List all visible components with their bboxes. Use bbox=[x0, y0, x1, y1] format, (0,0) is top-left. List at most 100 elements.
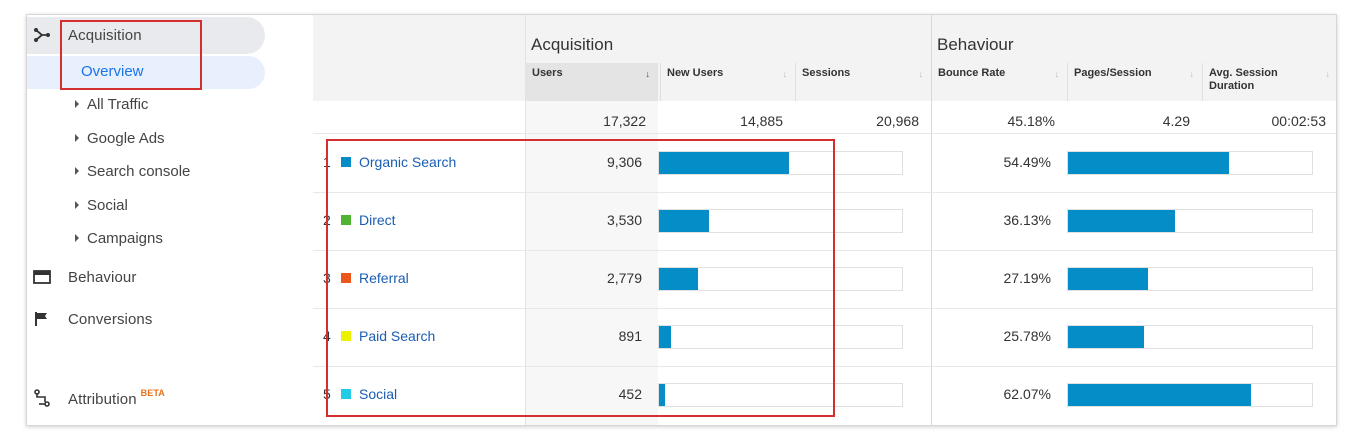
sidebar-item-search-console[interactable]: Search console bbox=[75, 163, 190, 180]
bounce-rate-value: 62.07% bbox=[1003, 386, 1051, 402]
behaviour-label: Behaviour bbox=[68, 268, 137, 286]
row-divider bbox=[313, 308, 1336, 309]
users-bar-track bbox=[658, 151, 903, 175]
traffic-table: Acquisition Behaviour Users ↓ New Users ↓ … bbox=[313, 15, 1336, 425]
users-bar-track bbox=[658, 325, 903, 349]
users-bar-track bbox=[658, 383, 903, 407]
col-bounce-rate[interactable]: Bounce Rate ↓ bbox=[931, 63, 1067, 101]
total-sessions: 20,968 bbox=[876, 113, 919, 129]
channel-link[interactable]: Organic Search bbox=[359, 154, 457, 170]
total-avg-duration: 00:02:53 bbox=[1271, 113, 1327, 129]
divider bbox=[931, 15, 932, 425]
highlight-annotation-sidebar bbox=[60, 20, 202, 90]
bounce-bar-track bbox=[1067, 267, 1313, 291]
analytics-panel: Acquisition Overview All Traffic Google … bbox=[26, 14, 1337, 426]
acquisition-highlight bbox=[27, 17, 265, 54]
attribution-icon bbox=[31, 387, 53, 409]
users-column-bg bbox=[525, 101, 658, 425]
col-sessions[interactable]: Sessions ↓ bbox=[795, 63, 931, 101]
bounce-bar-track bbox=[1067, 383, 1313, 407]
sidebar-item-attribution[interactable]: Attribution BETA bbox=[27, 381, 267, 415]
users-bar bbox=[659, 268, 698, 290]
bounce-rate-bar bbox=[1068, 152, 1230, 174]
acquisition-label: Acquisition bbox=[68, 26, 142, 44]
sort-icon: ↓ bbox=[1054, 69, 1060, 79]
users-bar-track bbox=[658, 267, 903, 291]
sort-desc-icon: ↓ bbox=[645, 69, 651, 79]
overview-highlight bbox=[27, 56, 265, 89]
conversions-label: Conversions bbox=[68, 310, 153, 328]
users-bar bbox=[659, 326, 672, 348]
sort-icon: ↓ bbox=[1325, 69, 1331, 79]
channel-link[interactable]: Referral bbox=[359, 270, 409, 286]
bounce-rate-bar bbox=[1068, 210, 1175, 232]
col-avg-session-duration[interactable]: Avg. Session Duration ↓ bbox=[1202, 63, 1336, 101]
channel-color-swatch bbox=[341, 389, 351, 399]
sidebar: Acquisition Overview All Traffic Google … bbox=[27, 15, 312, 425]
users-bar bbox=[659, 210, 709, 232]
table-header bbox=[313, 15, 1336, 101]
group-acquisition: Acquisition bbox=[531, 35, 614, 54]
users-bar bbox=[659, 152, 790, 174]
users-bar-track bbox=[658, 209, 903, 233]
sort-icon: ↓ bbox=[918, 69, 924, 79]
sidebar-item-campaigns[interactable]: Campaigns bbox=[75, 230, 163, 247]
attribution-label: Attribution BETA bbox=[68, 388, 165, 408]
total-new-users: 14,885 bbox=[740, 113, 783, 129]
col-pages-session[interactable]: Pages/Session ↓ bbox=[1067, 63, 1202, 101]
sidebar-item-acquisition[interactable]: Acquisition bbox=[27, 18, 267, 52]
behaviour-icon bbox=[31, 266, 53, 288]
channel-link[interactable]: Social bbox=[359, 386, 398, 402]
users-value: 891 bbox=[618, 328, 642, 344]
bounce-rate-value: 25.78% bbox=[1003, 328, 1051, 344]
bounce-rate-bar bbox=[1068, 268, 1149, 290]
bounce-rate-bar bbox=[1068, 326, 1145, 348]
channel-link[interactable]: Direct bbox=[359, 212, 396, 228]
bounce-rate-value: 36.13% bbox=[1003, 212, 1051, 228]
expand-arrow-icon bbox=[75, 100, 79, 108]
row-divider bbox=[313, 192, 1336, 193]
flag-icon bbox=[31, 308, 53, 330]
channel-color-swatch bbox=[341, 157, 351, 167]
bounce-bar-track bbox=[1067, 151, 1313, 175]
row-divider bbox=[313, 366, 1336, 367]
expand-arrow-icon bbox=[75, 201, 79, 209]
highlight-annotation-table bbox=[326, 139, 835, 417]
sort-icon: ↓ bbox=[1189, 69, 1195, 79]
expand-arrow-icon bbox=[75, 234, 79, 242]
sidebar-item-behaviour[interactable]: Behaviour bbox=[27, 260, 267, 294]
users-bar bbox=[659, 384, 666, 406]
bounce-bar-track bbox=[1067, 209, 1313, 233]
total-bounce-rate: 45.18% bbox=[1007, 113, 1055, 129]
divider bbox=[525, 15, 526, 425]
sidebar-item-social[interactable]: Social bbox=[75, 197, 128, 214]
users-value: 2,779 bbox=[606, 270, 642, 286]
total-pages-session: 4.29 bbox=[1162, 113, 1190, 129]
divider bbox=[313, 133, 1336, 134]
users-value: 452 bbox=[618, 386, 642, 402]
total-users: 17,322 bbox=[603, 113, 646, 129]
col-users[interactable]: Users ↓ bbox=[525, 63, 658, 101]
bounce-bar-track bbox=[1067, 325, 1313, 349]
sidebar-item-google-ads[interactable]: Google Ads bbox=[75, 130, 165, 147]
bounce-rate-bar bbox=[1068, 384, 1252, 406]
channel-color-swatch bbox=[341, 273, 351, 283]
channel-color-swatch bbox=[341, 215, 351, 225]
expand-arrow-icon bbox=[75, 167, 79, 175]
group-behaviour: Behaviour bbox=[937, 35, 1014, 54]
acquisition-icon bbox=[31, 24, 53, 46]
beta-badge: BETA bbox=[140, 388, 165, 398]
bounce-rate-value: 54.49% bbox=[1003, 154, 1051, 170]
users-value: 3,530 bbox=[606, 212, 642, 228]
sidebar-item-overview[interactable]: Overview bbox=[81, 63, 144, 80]
sort-icon: ↓ bbox=[782, 69, 788, 79]
col-new-users[interactable]: New Users ↓ bbox=[660, 63, 795, 101]
users-value: 9,306 bbox=[606, 154, 642, 170]
sidebar-item-conversions[interactable]: Conversions bbox=[27, 302, 267, 336]
sidebar-item-all-traffic[interactable]: All Traffic bbox=[75, 96, 148, 113]
expand-arrow-icon bbox=[75, 134, 79, 142]
row-divider bbox=[313, 250, 1336, 251]
channel-link[interactable]: Paid Search bbox=[359, 328, 436, 344]
channel-color-swatch bbox=[341, 331, 351, 341]
bounce-rate-value: 27.19% bbox=[1003, 270, 1051, 286]
